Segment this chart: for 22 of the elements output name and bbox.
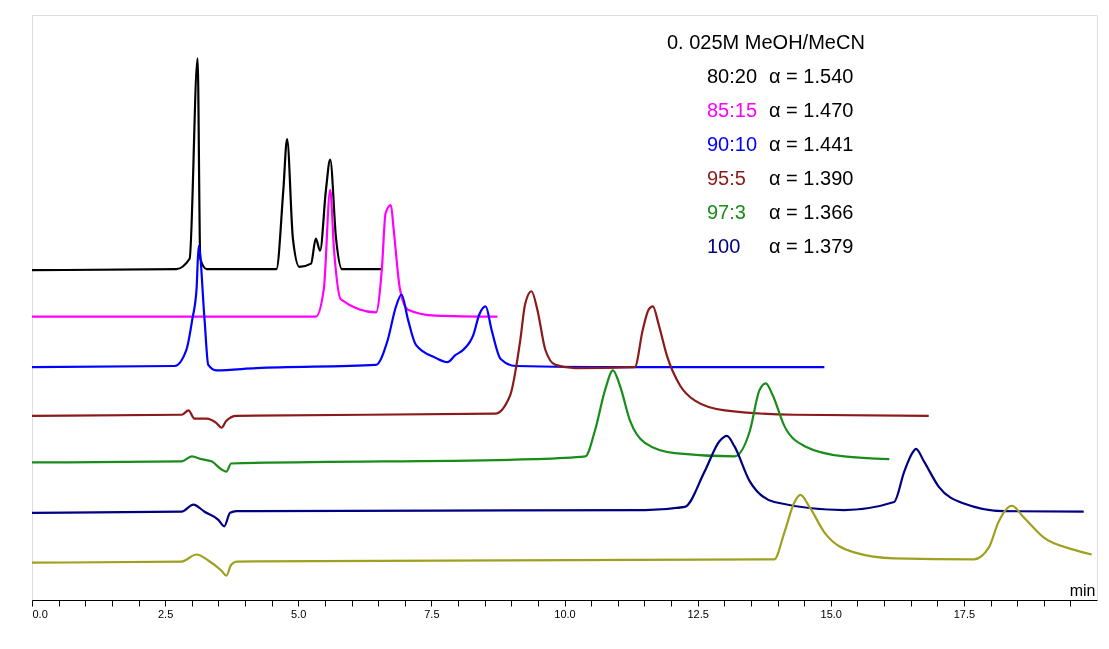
x-tick-label: 2.5: [157, 607, 174, 620]
annotation: α = 1.379: [769, 235, 854, 257]
annotation: α = 1.441: [769, 133, 854, 155]
x-axis-title: min: [1069, 581, 1096, 599]
x-tick-label: 5.0: [291, 607, 307, 620]
x-tick-label: 7.5: [424, 607, 440, 620]
text: 80:20: [707, 65, 758, 87]
annotation: α = 1.540: [769, 65, 854, 87]
x-tick-label: 12.5: [687, 607, 709, 620]
annotation: α = 1.366: [769, 201, 854, 223]
legend-title: 0. 025M MeOH/MeCN: [667, 31, 865, 53]
text: 100: [707, 235, 741, 257]
x-tick-label: 17.5: [953, 607, 976, 620]
x-tick-label: 0.0: [32, 607, 48, 620]
text: 85:15: [707, 99, 758, 121]
text: 90:10: [707, 133, 758, 155]
x-tick-label: 10.0: [554, 607, 576, 620]
x-tick-label: 15.0: [820, 607, 842, 620]
annotation: α = 1.470: [769, 99, 854, 121]
annotation: α = 1.390: [769, 167, 854, 189]
text: 95:5: [707, 167, 746, 189]
text: 97:3: [707, 201, 746, 223]
